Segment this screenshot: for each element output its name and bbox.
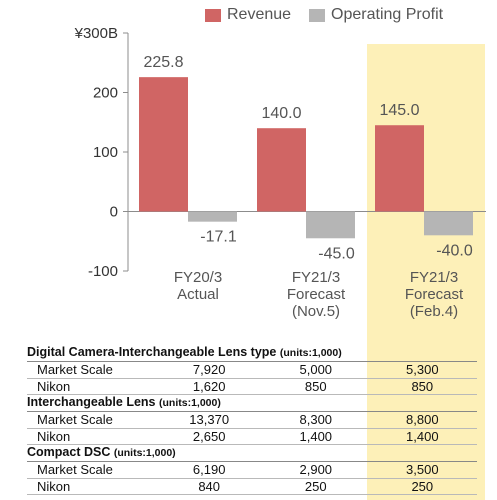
cell-value: 250	[367, 478, 477, 495]
row-label: Market Scale	[27, 411, 155, 429]
cell-value: 5,000	[263, 361, 368, 379]
chart-legend: Revenue Operating Profit	[205, 6, 461, 24]
data-label: -40.0	[436, 242, 473, 259]
cell-value: 6,190	[154, 461, 264, 479]
category-label: FY20/3	[174, 269, 222, 286]
row-label: Nikon	[27, 478, 155, 495]
row-label: Nikon	[27, 378, 155, 395]
category-label: Forecast	[287, 286, 346, 303]
cell-value: 8,300	[263, 411, 368, 429]
section-units: (units:1,000)	[113, 447, 176, 459]
y-tick-label: 0	[110, 204, 118, 221]
section-title-cell: Compact DSC (units:1,000)	[27, 444, 477, 462]
row-label: Nikon	[27, 428, 155, 445]
cell-value: 850	[263, 378, 368, 395]
unit-sales-table-wrap: Digital Camera-Interchangeable Lens type…	[27, 345, 477, 495]
bar-operating-profit	[306, 211, 355, 239]
bar-operating-profit	[188, 211, 237, 222]
legend-swatch-revenue	[205, 8, 221, 22]
cell-value: 8,800	[367, 411, 477, 429]
table-row: Nikon 840 250 250	[27, 478, 477, 495]
category-label: (Nov.5)	[292, 303, 340, 320]
y-tick-label: ¥300B	[74, 25, 118, 42]
data-label: 145.0	[379, 102, 419, 119]
y-tick-label: 100	[93, 144, 118, 161]
section-title-cell: Digital Camera-Interchangeable Lens type…	[27, 345, 477, 362]
cell-value: 840	[154, 478, 264, 495]
cell-value: 2,900	[263, 461, 368, 479]
section-title: Digital Camera-Interchangeable Lens type	[27, 345, 277, 359]
cell-value: 2,650	[154, 428, 264, 445]
cell-value: 250	[263, 478, 368, 495]
legend-item-revenue: Revenue	[205, 6, 291, 24]
table-row: Market Scale 7,920 5,000 5,300	[27, 361, 477, 379]
section-units: (units:1,000)	[159, 397, 221, 409]
bar-operating-profit	[424, 211, 473, 236]
cell-value: 1,620	[154, 378, 264, 395]
table-section-header: Compact DSC (units:1,000)	[27, 444, 477, 462]
table-row: Nikon 2,650 1,400 1,400	[27, 428, 477, 445]
cell-value: 3,500	[367, 461, 477, 479]
row-label: Market Scale	[27, 461, 155, 479]
cell-value: 1,400	[367, 428, 477, 445]
cell-value: 1,400	[263, 428, 368, 445]
data-label: -17.1	[200, 229, 237, 246]
row-label: Market Scale	[27, 361, 155, 379]
y-tick-label: -100	[88, 263, 118, 280]
cell-value: 7,920	[154, 361, 264, 379]
table-section-header: Interchangeable Lens (units:1,000)	[27, 394, 477, 412]
cell-value: 5,300	[367, 361, 477, 379]
table-section-header: Digital Camera-Interchangeable Lens type…	[27, 345, 477, 362]
legend-label-operating-profit: Operating Profit	[331, 6, 444, 23]
bar-revenue	[375, 125, 424, 212]
data-label: -45.0	[318, 245, 355, 262]
cell-value: 850	[367, 378, 477, 395]
category-label: FY21/3	[292, 269, 340, 286]
bar-revenue	[139, 77, 188, 212]
cell-value: 13,370	[154, 411, 264, 429]
category-label: FY21/3	[410, 269, 458, 286]
category-label: Forecast	[405, 286, 464, 303]
legend-swatch-operating-profit	[309, 8, 326, 22]
unit-sales-table: Digital Camera-Interchangeable Lens type…	[27, 345, 477, 495]
section-title: Compact DSC	[27, 445, 111, 459]
table-row: Nikon 1,620 850 850	[27, 378, 477, 395]
y-tick-label: 200	[93, 85, 118, 102]
section-units: (units:1,000)	[279, 347, 342, 359]
table-row: Market Scale 6,190 2,900 3,500	[27, 461, 477, 479]
section-title: Interchangeable Lens	[27, 395, 156, 409]
category-label: Actual	[177, 286, 219, 303]
category-label: (Feb.4)	[410, 303, 458, 320]
legend-item-operating-profit: Operating Profit	[309, 6, 443, 24]
section-title-cell: Interchangeable Lens (units:1,000)	[27, 394, 477, 412]
legend-label-revenue: Revenue	[227, 6, 292, 23]
bar-revenue	[257, 128, 306, 212]
data-label: 140.0	[261, 105, 301, 122]
data-label: 225.8	[143, 54, 183, 71]
table-row: Market Scale 13,370 8,300 8,800	[27, 411, 477, 429]
